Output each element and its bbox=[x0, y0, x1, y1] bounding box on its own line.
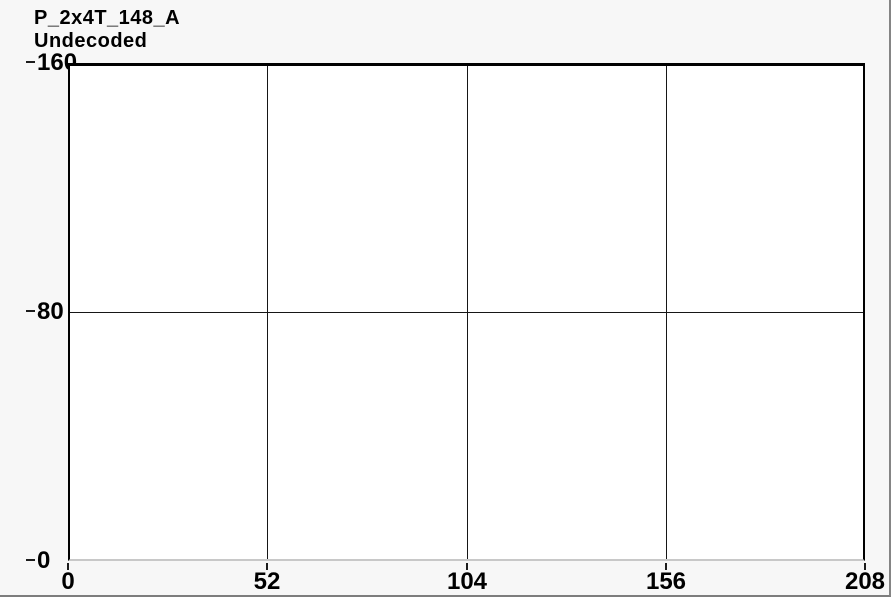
x-tick-mark bbox=[864, 563, 866, 570]
y-tick-label: 0 bbox=[37, 547, 51, 574]
x-tick-mark bbox=[67, 563, 69, 570]
x-tick-mark bbox=[665, 563, 667, 570]
x-tick-mark bbox=[266, 563, 268, 570]
x-tick-label: 156 bbox=[645, 568, 687, 595]
y-tick-mark bbox=[26, 559, 35, 561]
gridline-horizontal bbox=[70, 312, 863, 313]
x-tick-mark bbox=[466, 563, 468, 570]
plot-title: P_2x4T_148_A bbox=[34, 7, 181, 29]
plot-area bbox=[68, 63, 865, 561]
x-tick-label: 104 bbox=[446, 568, 488, 595]
y-tick-label: 80 bbox=[37, 298, 64, 325]
x-tick-label: 208 bbox=[844, 568, 886, 595]
x-tick-label: 52 bbox=[253, 568, 281, 595]
plot-subtitle: Undecoded bbox=[34, 30, 148, 52]
y-tick-mark bbox=[26, 61, 35, 63]
x-tick-label: 0 bbox=[61, 568, 75, 595]
y-tick-mark bbox=[26, 310, 35, 312]
